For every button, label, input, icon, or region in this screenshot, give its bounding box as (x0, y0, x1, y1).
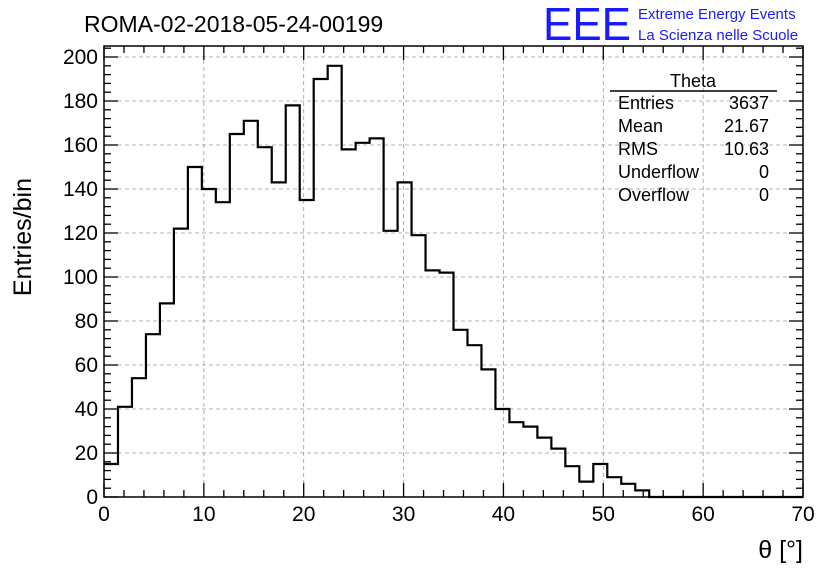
histogram-bin (509, 422, 523, 497)
histogram-bins (104, 66, 649, 497)
y-tick-label: 80 (75, 310, 98, 333)
histogram-bin (300, 200, 314, 497)
histogram-bin (537, 438, 551, 497)
histogram-bin (398, 182, 412, 497)
histogram-outline (104, 64, 803, 499)
histogram-bin (426, 270, 440, 497)
histogram-bin (328, 66, 342, 497)
y-tick-label: 180 (63, 90, 98, 113)
x-axis-ticks: 0 10 20 30 40 50 60 70 (98, 46, 815, 526)
grid-lines (104, 46, 803, 497)
stats-row-value: 0 (759, 185, 769, 205)
x-tick-label: 70 (791, 503, 814, 526)
y-tick-label: 120 (63, 222, 98, 245)
histogram-bin (454, 330, 468, 497)
histogram-bin (579, 482, 593, 497)
histogram-bin (244, 121, 258, 497)
stats-box: Theta Entries 3637 Mean 21.67 RMS 10.63 Underf… (610, 71, 777, 205)
y-tick-label: 20 (75, 442, 98, 465)
histogram-bin (188, 167, 202, 497)
histogram-bin (412, 235, 426, 497)
histogram-bin (356, 143, 370, 497)
histogram-bin (370, 138, 384, 497)
stats-row-label: Overflow (618, 185, 690, 205)
x-tick-label: 60 (691, 503, 714, 526)
y-tick-label: 60 (75, 354, 98, 377)
x-tick-label: 20 (292, 503, 315, 526)
y-axis-ticks: 0 20 40 60 80 100 120 140 160 180 200 (63, 46, 803, 509)
histogram-bin (258, 147, 272, 497)
histogram-bin (384, 231, 398, 497)
y-tick-label: 0 (86, 486, 98, 509)
histogram-bin (104, 464, 118, 497)
histogram-bin (342, 149, 356, 497)
stats-row-value: 0 (759, 162, 769, 182)
y-tick-label: 160 (63, 134, 98, 157)
histogram-bin (272, 182, 286, 497)
stats-row-label: Entries (618, 93, 674, 113)
histogram-bin (230, 134, 244, 497)
chart-title: ROMA-02-2018-05-24-00199 (84, 11, 383, 37)
stats-row-label: RMS (618, 139, 658, 159)
histogram-bin (160, 303, 174, 497)
histogram-bin (146, 334, 160, 497)
x-tick-label: 30 (392, 503, 415, 526)
histogram-bin (565, 466, 579, 497)
stats-row-label: Underflow (618, 162, 700, 182)
histogram-bin (593, 464, 607, 497)
histogram-bin (467, 345, 481, 497)
stats-row-label: Mean (618, 116, 663, 136)
histogram-bin (481, 369, 495, 497)
eee-logo: EEE Extreme Energy Events La Scienza nel… (543, 0, 798, 50)
histogram-bin (607, 477, 621, 497)
histogram-bin (551, 449, 565, 497)
y-axis-title: Entries/bin (9, 178, 37, 296)
histogram-bin (174, 229, 188, 497)
y-tick-label: 200 (63, 46, 98, 69)
x-axis-title: θ [°] (758, 536, 803, 564)
histogram-bin (286, 105, 300, 497)
x-tick-label: 50 (592, 503, 615, 526)
x-tick-label: 10 (192, 503, 215, 526)
logo-mark: EEE (543, 0, 631, 50)
stats-row-value: 3637 (729, 93, 769, 113)
histogram-bin (314, 79, 328, 497)
plot-frame (103, 45, 804, 498)
y-tick-label: 140 (63, 178, 98, 201)
y-tick-label: 40 (75, 398, 98, 421)
stats-name: Theta (670, 71, 717, 91)
x-tick-label: 0 (98, 503, 110, 526)
logo-line-1: Extreme Energy Events (638, 6, 796, 23)
stats-row-value: 21.67 (724, 116, 769, 136)
histogram-bin (132, 378, 146, 497)
stats-row-value: 10.63 (724, 139, 769, 159)
y-tick-label: 100 (63, 266, 98, 289)
stats-rows: Entries 3637 Mean 21.67 RMS 10.63 Underflow 0 Ov… (618, 93, 769, 205)
histogram-bin (440, 273, 454, 497)
histogram-bin (523, 427, 537, 497)
x-tick-label: 40 (492, 503, 515, 526)
histogram-bin (118, 407, 132, 497)
logo-line-2: La Scienza nelle Scuole (638, 27, 798, 44)
